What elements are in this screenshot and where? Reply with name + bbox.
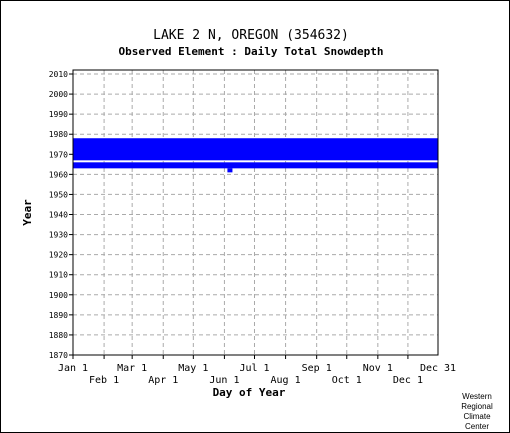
x-tick-label: Mar 1 — [117, 363, 147, 374]
y-tick-label: 1870 — [49, 351, 68, 360]
y-tick-label: 1970 — [49, 150, 68, 159]
plot-area — [72, 69, 439, 356]
credit-text: Western Regional Climate Center — [461, 392, 493, 431]
x-tick-label: Sep 1 — [302, 363, 332, 374]
data-coverage-block — [227, 168, 233, 173]
y-tick-label: 1980 — [49, 130, 68, 139]
x-tick-label: Feb 1 — [89, 375, 119, 386]
y-tick-label: 1880 — [49, 331, 68, 340]
x-tick-label: Jan 1 — [58, 363, 88, 374]
credit-line: Climate — [463, 412, 491, 421]
y-tick-label: 1900 — [49, 291, 68, 300]
y-tick-label: 1940 — [49, 211, 68, 220]
data-layer — [73, 138, 438, 173]
y-tick-label: 1990 — [49, 110, 68, 119]
credit-line: Regional — [461, 402, 493, 411]
credit-line: Center — [465, 422, 489, 431]
chart-title: LAKE 2 N, OREGON (354632) — [153, 28, 349, 43]
x-tick-label: Dec 1 — [393, 375, 423, 386]
x-axis-label: Day of Year — [213, 386, 286, 399]
y-tick-label: 1910 — [49, 271, 68, 280]
credit-line: Western — [462, 392, 492, 401]
y-tick-label: 1950 — [49, 190, 68, 199]
y-tick-label: 1930 — [49, 231, 68, 240]
chart-subtitle: Observed Element : Daily Total Snowdepth — [119, 45, 384, 58]
x-tick-labels: Jan 1 Mar 1 May 1 Jul 1 Sep 1 Nov 1 Dec 31 Feb … — [58, 355, 456, 386]
data-coverage-block — [73, 138, 438, 161]
x-tick-label: Jul 1 — [239, 363, 269, 374]
x-tick-label: Jun 1 — [209, 375, 239, 386]
x-tick-label: Apr 1 — [148, 375, 178, 386]
y-tick-label: 2010 — [49, 70, 68, 79]
y-tick-label: 2000 — [49, 90, 68, 99]
x-tick-label: Aug 1 — [271, 375, 301, 386]
y-tick-label: 1960 — [49, 170, 68, 179]
grid-lines — [73, 70, 438, 356]
x-tick-label: May 1 — [178, 363, 208, 374]
y-tick-label: 1890 — [49, 311, 68, 320]
x-tick-label: Dec 31 — [420, 363, 456, 374]
x-tick-label: Nov 1 — [363, 363, 393, 374]
x-tick-label: Oct 1 — [332, 375, 362, 386]
y-tick-labels: 1870 1880 1890 1900 1910 1920 1930 1940 1950 1960… — [49, 70, 73, 360]
y-axis-label: Year — [21, 199, 34, 226]
y-tick-label: 1920 — [49, 251, 68, 260]
data-coverage-block — [73, 162, 438, 169]
